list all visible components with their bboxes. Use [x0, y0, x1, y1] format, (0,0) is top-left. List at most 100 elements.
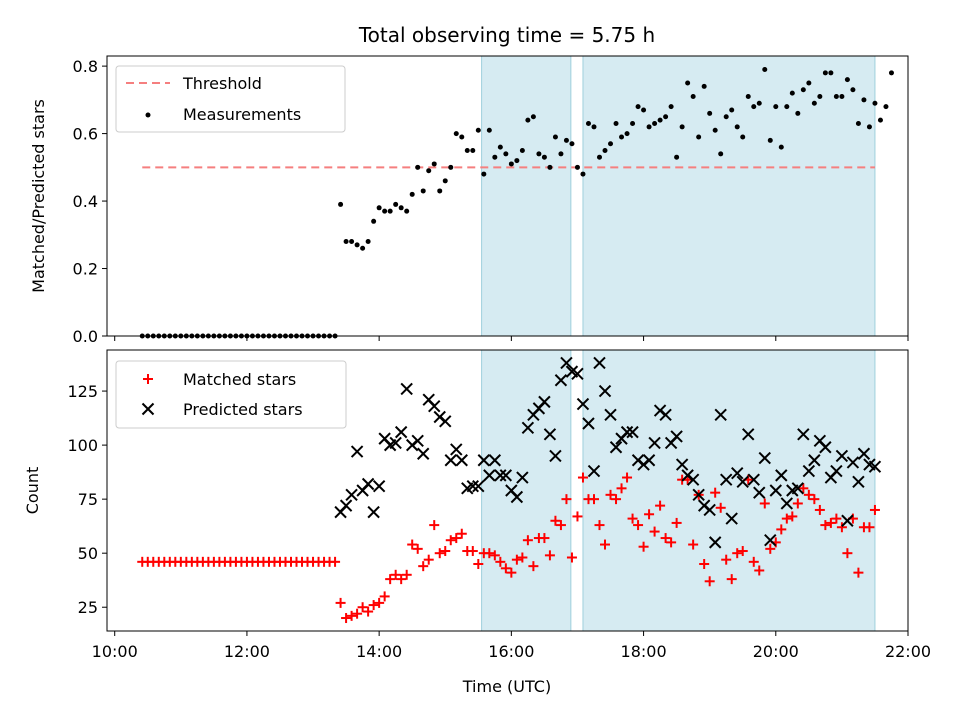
chart-title: Total observing time = 5.75 h [358, 23, 655, 47]
y-tick-label: 75 [78, 490, 98, 509]
matched-star-point [445, 535, 456, 546]
predicted-star-point [659, 408, 672, 422]
x-stroke [846, 456, 860, 469]
matched-star-point [671, 517, 682, 528]
top-panel: 0.00.20.40.60.8 Matched/Predicted stars … [29, 55, 909, 346]
measurement-point [822, 70, 828, 76]
predicted-star-point [769, 484, 782, 497]
measurement-point [398, 205, 404, 211]
measurement-point [723, 114, 729, 120]
x-stroke [753, 486, 766, 499]
matched-star-point [809, 494, 820, 505]
predicted-star-point [808, 454, 821, 467]
predicted-star-point [857, 447, 871, 460]
predicted-star-point [841, 514, 854, 527]
measurement-point [365, 239, 371, 245]
x-stroke [852, 475, 865, 489]
predicted-star-point [708, 536, 722, 549]
shaded-interval [481, 55, 572, 337]
predicted-star-point [868, 460, 882, 473]
measurement-point [453, 131, 459, 137]
x-stroke [417, 447, 430, 460]
predicted-stars-series [334, 356, 882, 549]
predicted-star-point [692, 488, 705, 502]
legend-measurements-swatch [145, 112, 151, 118]
matched-star-point [555, 520, 566, 531]
measurement-point [685, 80, 691, 86]
x-stroke [692, 488, 705, 502]
x-stroke [813, 434, 827, 447]
matched-star-point [748, 556, 759, 567]
matched-star-point [566, 552, 577, 563]
x-stroke [742, 428, 755, 441]
predicted-star-point [411, 434, 424, 447]
measurement-point [519, 147, 525, 153]
matched-star-point [594, 520, 605, 531]
y-tick-label: 50 [78, 544, 98, 563]
matched-star-point [434, 548, 445, 559]
measurement-point [387, 208, 393, 214]
matched-star-point [495, 556, 506, 567]
matched-star-point [633, 520, 644, 531]
legend-matched-swatch [143, 374, 153, 384]
x-stroke [675, 458, 689, 471]
measurement-point [767, 137, 773, 143]
measurement-point [828, 70, 834, 76]
x-stroke [736, 475, 749, 489]
measurement-point [646, 124, 652, 130]
measurement-point [514, 158, 520, 164]
y-tick-label: 0.2 [73, 260, 98, 279]
matched-star-point [864, 522, 875, 533]
matched-star-point [721, 554, 732, 565]
measurement-point [382, 208, 388, 214]
predicted-star-point [742, 428, 755, 441]
predicted-star-point [350, 445, 364, 458]
matched-star-point [429, 520, 440, 531]
measurement-point [745, 93, 751, 99]
measurement-point [619, 134, 625, 140]
predicted-star-point [521, 421, 535, 435]
bottom-legend: Matched stars Predicted stars [115, 360, 347, 429]
predicted-star-point [791, 482, 805, 495]
matched-star-point [506, 567, 517, 578]
measurement-point [470, 147, 476, 153]
bottom-x-ticks: 10:00 12:00 14:00 16:00 18:00 20:00 22:00 [92, 631, 931, 661]
x-stroke [444, 454, 457, 467]
measurement-point [613, 120, 619, 126]
matched-star-point [814, 504, 825, 515]
x-stroke [428, 399, 441, 413]
predicted-star-point [389, 436, 402, 450]
predicted-star-point [510, 490, 524, 504]
x-stroke [472, 479, 485, 493]
x-axis-label: Time (UTC) [462, 677, 551, 696]
matched-star-point [539, 533, 550, 544]
x-stroke [505, 484, 518, 497]
matched-star-point [688, 539, 699, 550]
measurement-point [409, 191, 415, 197]
matched-star-point [726, 574, 737, 585]
measurement-point [552, 134, 558, 140]
measurement-point [657, 117, 663, 123]
shaded-interval [582, 55, 876, 337]
measurement-point [547, 164, 553, 170]
predicted-star-point [571, 367, 584, 380]
predicted-star-point [516, 471, 529, 484]
predicted-star-point [455, 454, 468, 467]
measurement-point [734, 124, 740, 130]
matched-star-point [660, 533, 671, 544]
matched-star-point [798, 483, 809, 494]
x-stroke [543, 428, 557, 441]
matched-star-point [869, 504, 880, 515]
matched-star-point [528, 561, 539, 572]
x-stroke [725, 512, 738, 525]
matched-star-point [346, 610, 357, 621]
predicted-star-point [372, 479, 386, 493]
measurement-point [437, 188, 443, 194]
measurement-point [580, 171, 586, 177]
predicted-star-point [549, 449, 562, 463]
matched-star-point [423, 554, 434, 565]
x-stroke [620, 425, 634, 439]
x-stroke [659, 408, 672, 422]
top-axes-frame [106, 55, 909, 337]
x-stroke [604, 408, 617, 422]
